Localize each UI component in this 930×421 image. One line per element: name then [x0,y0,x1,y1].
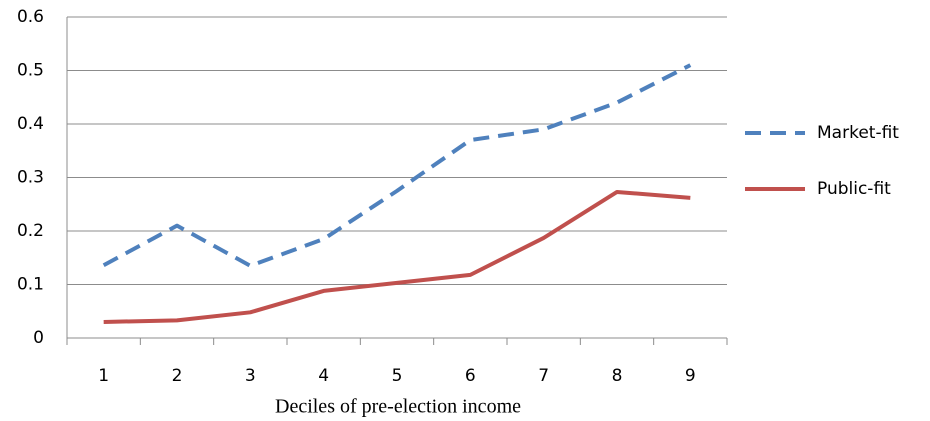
y-tick-label: 0.2 [17,221,44,241]
y-tick-label: 0.3 [17,168,44,188]
y-tick-label: 0.5 [17,61,44,81]
y-tick-label: 0.1 [17,275,44,295]
data-line [103,189,691,324]
x-tick-label: 3 [245,366,256,386]
y-tick-label: 0.4 [17,114,44,134]
x-tick-label: 5 [392,366,403,386]
y-tick-label: 0 [33,328,44,348]
data-line [102,63,692,268]
x-tick-label: 2 [172,366,183,386]
legend-label: Public-fit [817,179,891,199]
x-axis-label: Deciles of pre-election income [275,396,521,418]
x-tick-label: 7 [538,366,549,386]
legend-label: Market-fit [817,123,899,143]
y-tick-label: 0.6 [17,7,44,27]
x-tick-label: 6 [465,366,476,386]
x-tick-label: 8 [612,366,623,386]
x-tick-label: 9 [685,366,696,386]
x-tick-label: 1 [98,366,109,386]
x-tick-label: 4 [318,366,329,386]
